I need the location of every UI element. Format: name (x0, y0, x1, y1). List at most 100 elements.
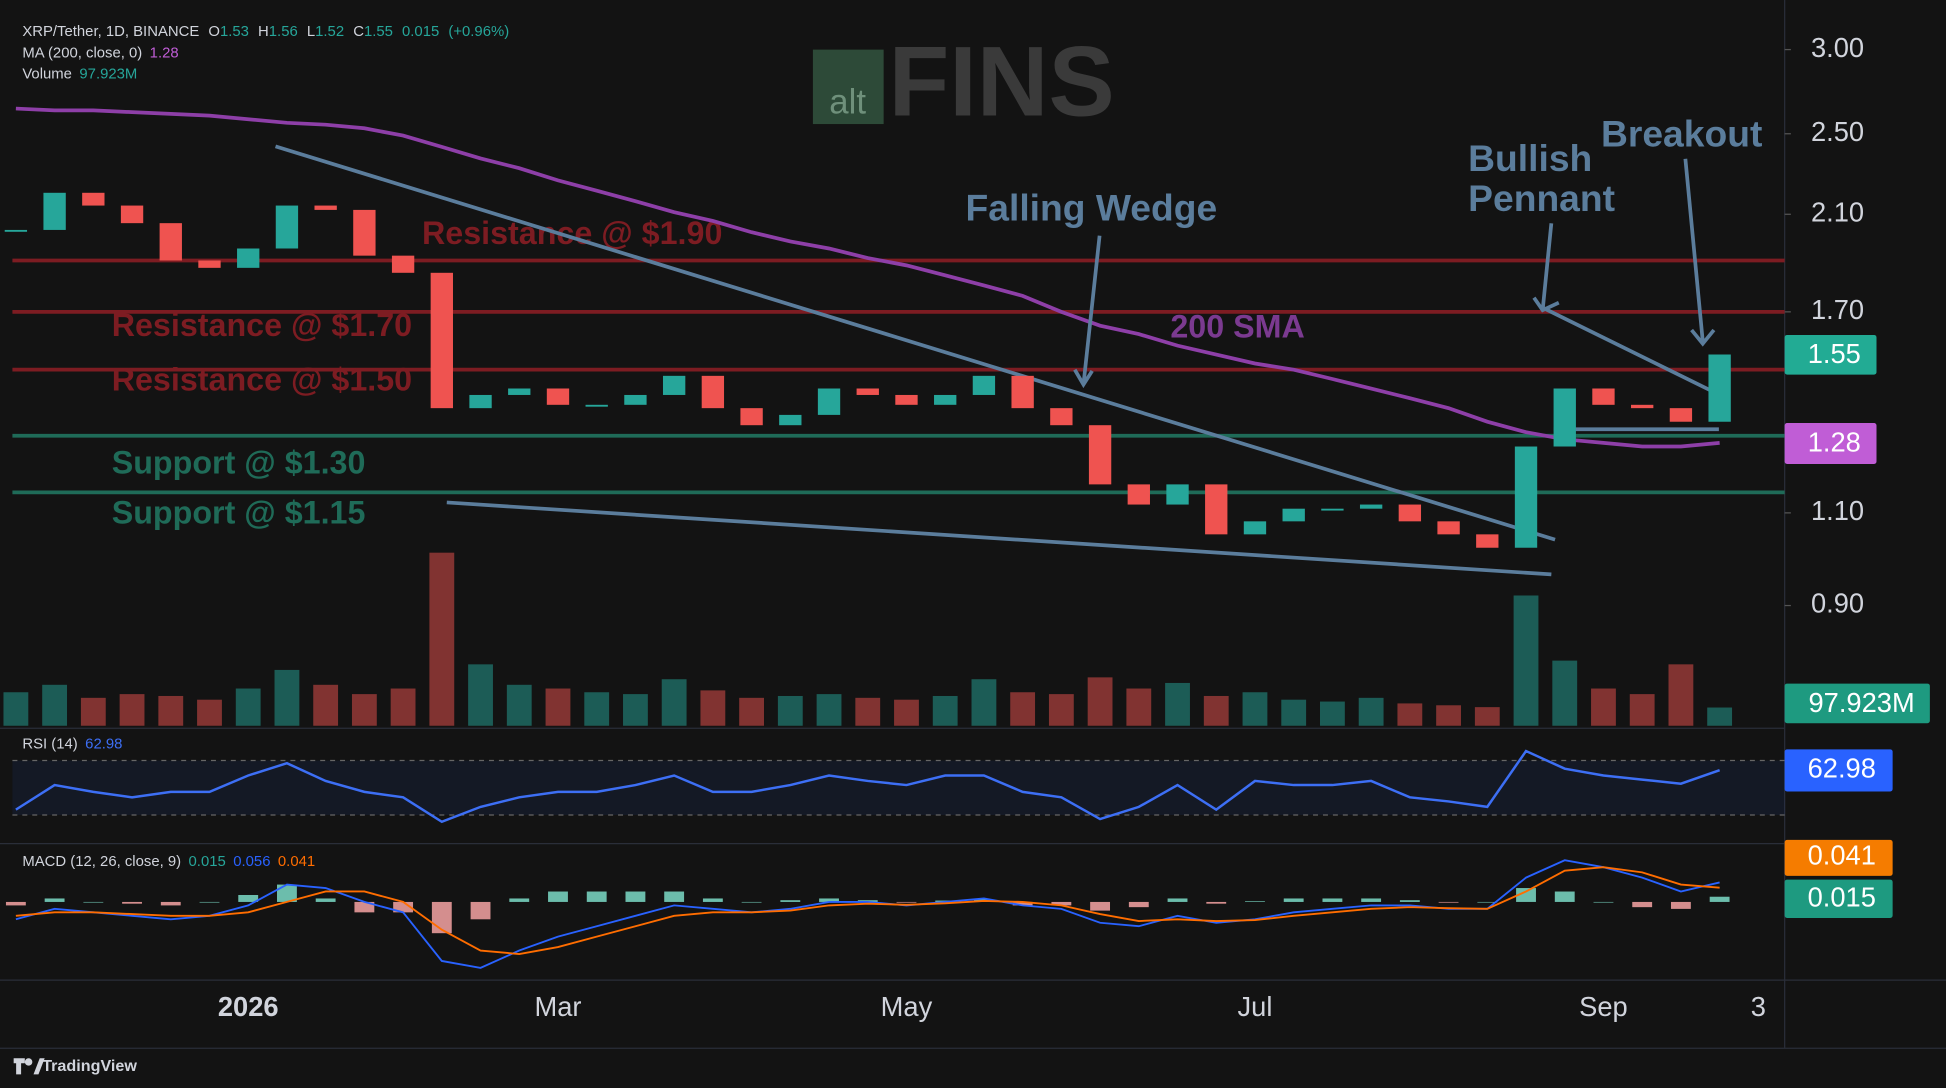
macd-hist (509, 898, 530, 902)
ohlc-value: 1.52 (315, 24, 344, 40)
volume-bar (1242, 692, 1268, 726)
candle (82, 192, 105, 206)
rsi-pane (12, 749, 1785, 824)
macd-pane (5, 859, 1730, 969)
volume-bar (235, 688, 261, 726)
x-tick-label: Mar (534, 991, 581, 1022)
macd-hist (664, 891, 685, 902)
rsi-legend: RSI (14) 62.98 (22, 736, 122, 752)
arrow (1073, 235, 1102, 389)
signal-line (15, 866, 1720, 955)
macd-hist (1361, 898, 1382, 902)
macd-value: 0.015 (189, 854, 226, 870)
candle (585, 404, 608, 407)
candle (120, 205, 144, 224)
macd-hist (122, 901, 142, 904)
volume-bar (1397, 703, 1423, 726)
arrow (1683, 158, 1716, 347)
rsi-line (15, 749, 1721, 824)
candles (4, 192, 1731, 548)
ma-value: 1.28 (150, 45, 179, 61)
axes: 3.00 2.50 2.10 1.70 1.10 0.90 2026 Mar May Jul Sep… (218, 32, 1864, 1022)
macd-hist (1477, 901, 1498, 903)
volume-bar (623, 694, 648, 726)
moving-average (15, 106, 1720, 449)
volume-bar (1474, 707, 1500, 726)
candle (314, 205, 337, 210)
candle (1166, 484, 1189, 505)
volume-bar (1320, 701, 1345, 726)
candle (1282, 508, 1305, 522)
ohlc-label: H (258, 24, 269, 40)
candle (1088, 425, 1112, 485)
volume-bar (661, 679, 687, 726)
volume-bar (1591, 688, 1616, 726)
badge (1784, 839, 1893, 876)
macd-hist (1399, 900, 1420, 902)
volume-bar (42, 684, 68, 726)
volume-bar (777, 695, 803, 726)
macd-hist (1128, 901, 1149, 908)
volume-bar (932, 695, 958, 726)
x-tick-label: Sep (1579, 991, 1628, 1022)
change-pct: (+0.96%) (448, 24, 509, 40)
rsi-badge: 62.98 (1808, 753, 1876, 784)
macd-hist (1245, 901, 1265, 902)
ma-line (15, 106, 1720, 449)
candle (353, 209, 376, 256)
candle (275, 205, 299, 249)
x-tick-label: Jul (1238, 991, 1273, 1022)
volume-bar (390, 688, 416, 726)
volume-bar (1629, 694, 1655, 726)
volume-bar (506, 684, 532, 726)
macd-hist (83, 901, 104, 903)
macd-hist (354, 901, 375, 913)
candle (1127, 484, 1150, 505)
macd-hist (277, 884, 297, 902)
volume-bar (816, 694, 842, 726)
candle (1359, 504, 1383, 509)
trend-line (1541, 305, 1720, 397)
volume-bar (80, 697, 106, 726)
badge (1784, 749, 1893, 792)
volume-bar (429, 552, 455, 726)
signal-badge: 0.041 (1808, 839, 1876, 870)
volume-bar (351, 694, 377, 726)
macd-hist (238, 894, 259, 902)
candle (740, 408, 763, 426)
macd-hist (1206, 901, 1227, 904)
candle (508, 388, 531, 395)
candle (934, 394, 957, 405)
volume-bar (1707, 707, 1733, 726)
volume-bar (1010, 692, 1036, 726)
level-label: Support @ $1.30 (112, 445, 366, 481)
rsi-value: 62.98 (85, 736, 122, 752)
rsi-label: RSI (14) (22, 736, 77, 752)
badge (1784, 879, 1893, 919)
volume-bar (739, 697, 765, 726)
volume-bar (1668, 664, 1694, 726)
candle (1243, 521, 1267, 535)
arrow (1532, 223, 1560, 313)
volume-bar (468, 664, 493, 726)
candle (662, 375, 686, 395)
volume-bar (545, 688, 571, 726)
candle (1205, 484, 1228, 535)
y-tick-label: 2.50 (1811, 116, 1864, 147)
volume-bar (1513, 595, 1539, 726)
macd-hist (431, 901, 452, 934)
ma-legend: MA (200, close, 0) 1.28 (22, 45, 178, 61)
badge (1784, 423, 1877, 464)
candle (1011, 375, 1034, 409)
volume-legend: Volume 97.923M (22, 66, 137, 82)
symbol: XRP/Tether, 1D, BINANCE (22, 24, 199, 40)
candle (237, 248, 260, 268)
ma-badge: 1.28 (1808, 426, 1861, 457)
candle (1476, 534, 1499, 548)
candle (1398, 504, 1422, 522)
brand: TradingView (42, 1057, 137, 1075)
y-tick-label: 2.10 (1811, 196, 1864, 227)
macd-hist (315, 898, 336, 902)
